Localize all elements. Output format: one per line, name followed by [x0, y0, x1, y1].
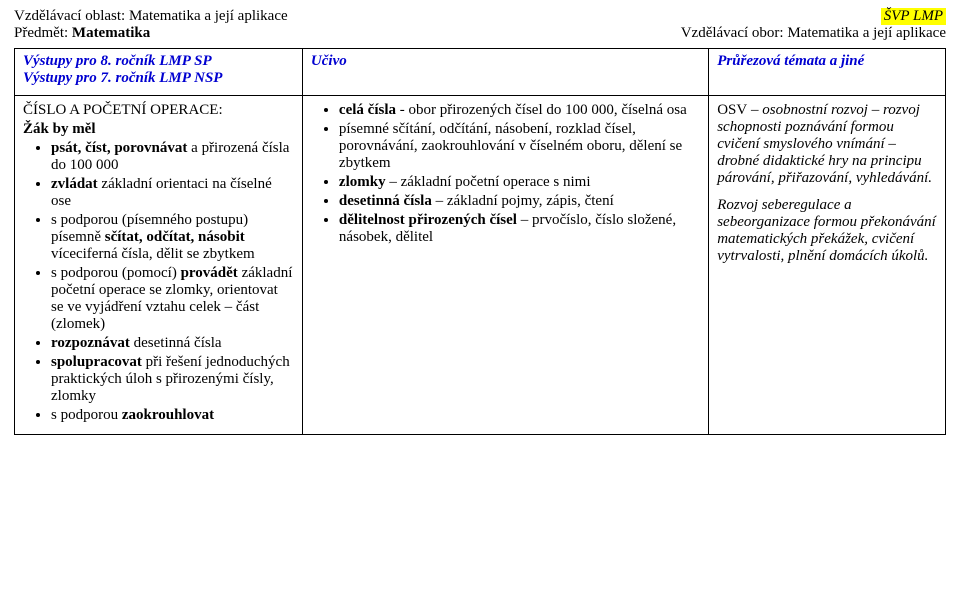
col3-header: Průřezová témata a jiné	[709, 49, 946, 96]
area-value: Matematika a její aplikace	[129, 8, 288, 24]
col2-header: Učivo	[302, 49, 708, 96]
subject-line: Předmět: Matematika	[14, 25, 288, 42]
area-label: Vzdělávací oblast:	[14, 8, 125, 24]
list-item: dělitelnost přirozených čísel – prvočísl…	[339, 212, 700, 246]
header-right: ŠVP LMP Vzdělávací obor: Matematika a je…	[681, 8, 946, 42]
curriculum-table: Výstupy pro 8. ročník LMP SP Výstupy pro…	[14, 48, 946, 435]
list-item: rozpoznávat desetinná čísla	[51, 335, 294, 352]
section-title: ČÍSLO A POČETNÍ OPERACE:	[23, 102, 294, 119]
list-item: zvládat základní orientaci na číselné os…	[51, 176, 294, 210]
header-left: Vzdělávací oblast: Matematika a její apl…	[14, 8, 288, 42]
osv-label: OSV	[717, 102, 747, 118]
list-item: s podporou (pomocí) provádět základní po…	[51, 265, 294, 333]
list-item: desetinná čísla – základní pojmy, zápis,…	[339, 193, 700, 210]
col1-header-line1: Výstupy pro 8. ročník LMP SP	[23, 53, 294, 70]
cross-p1: OSV – osobnostní rozvoj – rozvoj schopno…	[717, 102, 937, 187]
list-item: spolupracovat při řešení jednoduchých pr…	[51, 354, 294, 405]
content-cell: celá čísla - obor přirozených čísel do 1…	[302, 96, 708, 435]
col1-header-line2: Výstupy pro 7. ročník LMP NSP	[23, 70, 294, 87]
list-item: celá čísla - obor přirozených čísel do 1…	[339, 102, 700, 119]
list-item: s podporou (písemného postupu) písemně s…	[51, 212, 294, 263]
list-item: s podporou zaokrouhlovat	[51, 407, 294, 424]
field-value: Matematika a její aplikace	[787, 25, 946, 41]
col1-header: Výstupy pro 8. ročník LMP SP Výstupy pro…	[15, 49, 303, 96]
cross-p2: Rozvoj seberegulace a sebeorganizace for…	[717, 197, 937, 265]
subject-value: Matematika	[72, 25, 150, 41]
subject-label: Předmět:	[14, 25, 68, 41]
table-body-row: ČÍSLO A POČETNÍ OPERACE: Žák by měl psát…	[15, 96, 946, 435]
outcomes-list: psát, číst, porovnávat a přirozená čísla…	[23, 140, 294, 424]
outcomes-cell: ČÍSLO A POČETNÍ OPERACE: Žák by měl psát…	[15, 96, 303, 435]
content-list: celá čísla - obor přirozených čísel do 1…	[311, 102, 700, 246]
section-lead: Žák by měl	[23, 121, 294, 138]
list-item: zlomky – základní početní operace s nimi	[339, 174, 700, 191]
list-item: písemné sčítání, odčítání, násobení, roz…	[339, 121, 700, 172]
list-item: psát, číst, porovnávat a přirozená čísla…	[51, 140, 294, 174]
cross-topics-cell: OSV – osobnostní rozvoj – rozvoj schopno…	[709, 96, 946, 435]
area-line: Vzdělávací oblast: Matematika a její apl…	[14, 8, 288, 25]
table-header-row: Výstupy pro 8. ročník LMP SP Výstupy pro…	[15, 49, 946, 96]
field-line: Vzdělávací obor: Matematika a její aplik…	[681, 25, 946, 42]
badge-svp: ŠVP LMP	[881, 8, 946, 25]
doc-header: Vzdělávací oblast: Matematika a její apl…	[14, 8, 946, 42]
field-label: Vzdělávací obor:	[681, 25, 784, 41]
